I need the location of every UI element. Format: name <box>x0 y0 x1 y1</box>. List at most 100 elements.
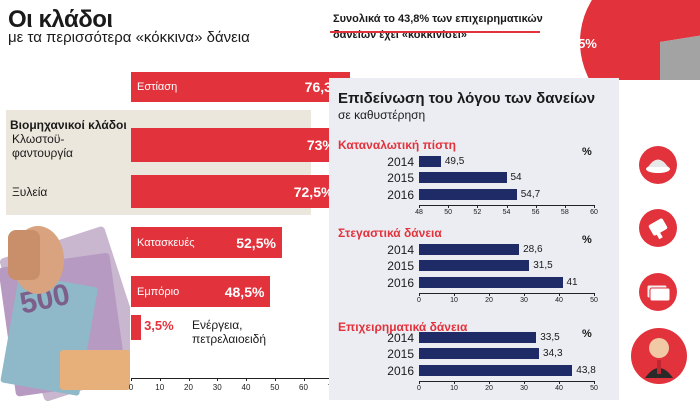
year-bar <box>419 189 517 200</box>
credit-cards-icon <box>639 273 677 311</box>
summary-line-2: δανείων έχει «κοκκινίσει» <box>333 29 467 41</box>
subchart-tick-mark <box>524 381 525 384</box>
year-value-label: 34,3 <box>543 348 563 359</box>
year-label: 2016 <box>387 276 414 290</box>
sector-tick-label: 20 <box>184 383 193 392</box>
sector-tick-mark <box>274 378 276 381</box>
year-bar <box>419 365 573 376</box>
subchart-tick-label: 40 <box>555 297 563 304</box>
sector-tick-label: 40 <box>241 383 251 392</box>
subchart-axis-line <box>419 293 594 294</box>
pie-slice-other <box>660 35 700 80</box>
sector-value-label: 72,5% <box>293 183 334 200</box>
sector-label: Κατασκευές <box>137 236 195 249</box>
year-value-label: 33,5 <box>540 332 560 343</box>
year-value-label: 31,5 <box>533 260 553 271</box>
pie-label: 72,5% <box>560 36 597 51</box>
sector-tick-mark <box>303 378 305 381</box>
subchart-tick-label: 30 <box>520 297 528 304</box>
sector-tick-mark <box>246 378 247 381</box>
subchart-tick-label: 20 <box>485 385 493 392</box>
subchart-tick-label: 52 <box>473 209 482 216</box>
year-label: 2016 <box>387 188 414 202</box>
pie-slice-nonperforming <box>580 0 700 80</box>
year-label: 2015 <box>387 347 414 361</box>
subchart-title: Καταναλωτική πίστη <box>338 138 457 152</box>
sector-value-label: 73% <box>306 137 335 153</box>
subchart-tick-label: 0 <box>417 385 421 392</box>
sector-label: Ξυλεία <box>12 185 48 199</box>
meal-plate-icon <box>639 146 677 184</box>
subchart-title: Στεγαστικά δάνεια <box>338 226 442 240</box>
percent-unit: % <box>582 328 592 340</box>
summary-text: Συνολικά το 43,8% των επιχειρηματικών δα… <box>333 11 543 43</box>
subchart-tick-mark <box>419 381 420 384</box>
chart-subtitle: με τα περισσότερα «κόκκινα» δάνεια <box>8 29 250 46</box>
subchart-tick-mark <box>454 293 455 296</box>
subchart-tick-label: 40 <box>555 385 563 392</box>
sector-tick-label: 30 <box>212 383 222 392</box>
year-bar <box>419 348 540 359</box>
subchart-tick-mark <box>559 381 560 384</box>
sector-label: Εστίαση <box>137 81 178 93</box>
subchart-tick-label: 60 <box>590 209 598 216</box>
percent-unit: % <box>582 234 592 246</box>
sector-label: Εμπόριο <box>137 285 180 298</box>
subchart-tick-label: 30 <box>520 385 528 392</box>
chart-title: Οι κλάδοι <box>8 6 113 33</box>
sector-value-label: 3,5% <box>144 318 174 333</box>
sector-label: Κλωστοϋ-φαντουργία <box>12 132 73 160</box>
year-bar <box>419 332 537 343</box>
year-label: 2014 <box>387 155 414 169</box>
sector-tick-mark <box>131 378 132 381</box>
subchart-tick-mark <box>477 205 479 208</box>
year-value-label: 54,7 <box>520 189 541 200</box>
sector-tick-mark <box>188 378 190 381</box>
year-value-label: 28,6 <box>523 244 543 255</box>
hammer-icon <box>639 209 677 247</box>
subchart-tick-label: 50 <box>590 297 598 304</box>
share-pie-chart <box>580 0 700 80</box>
subchart-tick-mark <box>448 205 450 208</box>
year-label: 2014 <box>387 331 414 345</box>
sector-tick-label: 50 <box>270 383 280 392</box>
subchart-tick-label: 10 <box>450 297 458 304</box>
year-value-label: 41 <box>566 277 578 288</box>
subchart-tick-mark <box>454 381 455 384</box>
sector-tick-mark <box>159 378 161 381</box>
subchart-tick-label: 56 <box>531 209 540 216</box>
panel-subtitle: σε καθυστέρηση <box>338 108 426 122</box>
year-bar <box>419 172 507 183</box>
subchart-tick-label: 48 <box>415 209 423 216</box>
summary-line-1: Συνολικά το 43,8% των επιχειρηματικών <box>333 13 543 25</box>
subchart-tick-label: 50 <box>590 385 598 392</box>
subchart-tick-mark <box>506 205 508 208</box>
subchart-tick-mark <box>594 293 595 296</box>
sector-tick-label: 60 <box>299 383 308 392</box>
subchart-tick-mark <box>419 293 420 296</box>
delinquency-panel <box>329 78 619 400</box>
year-label: 2015 <box>387 171 414 185</box>
sector-tick-mark <box>217 378 219 381</box>
subchart-title: Επιχειρηματικά δάνεια <box>338 320 468 334</box>
sector-bar <box>131 72 351 102</box>
sector-tick-label: 0 <box>128 383 134 392</box>
sector-tick-label: 10 <box>155 383 165 392</box>
euro-banknotes-illustration: 500 <box>0 226 130 402</box>
percent-unit: % <box>582 146 592 158</box>
subchart-tick-mark <box>489 381 490 384</box>
sector-bar <box>131 128 341 162</box>
panel-title: Επιδείνωση του λόγου των δανείων <box>338 90 596 107</box>
sector-label: Ενέργεια, πετρελαιοειδή <box>192 318 267 346</box>
year-bar <box>419 156 441 167</box>
subchart-tick-mark <box>594 381 595 384</box>
year-bar <box>419 277 563 288</box>
year-value-label: 49,5 <box>444 156 465 167</box>
year-label: 2016 <box>387 364 414 378</box>
sector-value-label: 52,5% <box>236 234 276 251</box>
year-bar <box>419 260 530 271</box>
subchart-tick-mark <box>489 293 490 296</box>
sector-bar <box>131 175 340 208</box>
subchart-tick-label: 58 <box>560 209 569 216</box>
subchart-tick-label: 0 <box>417 297 421 304</box>
